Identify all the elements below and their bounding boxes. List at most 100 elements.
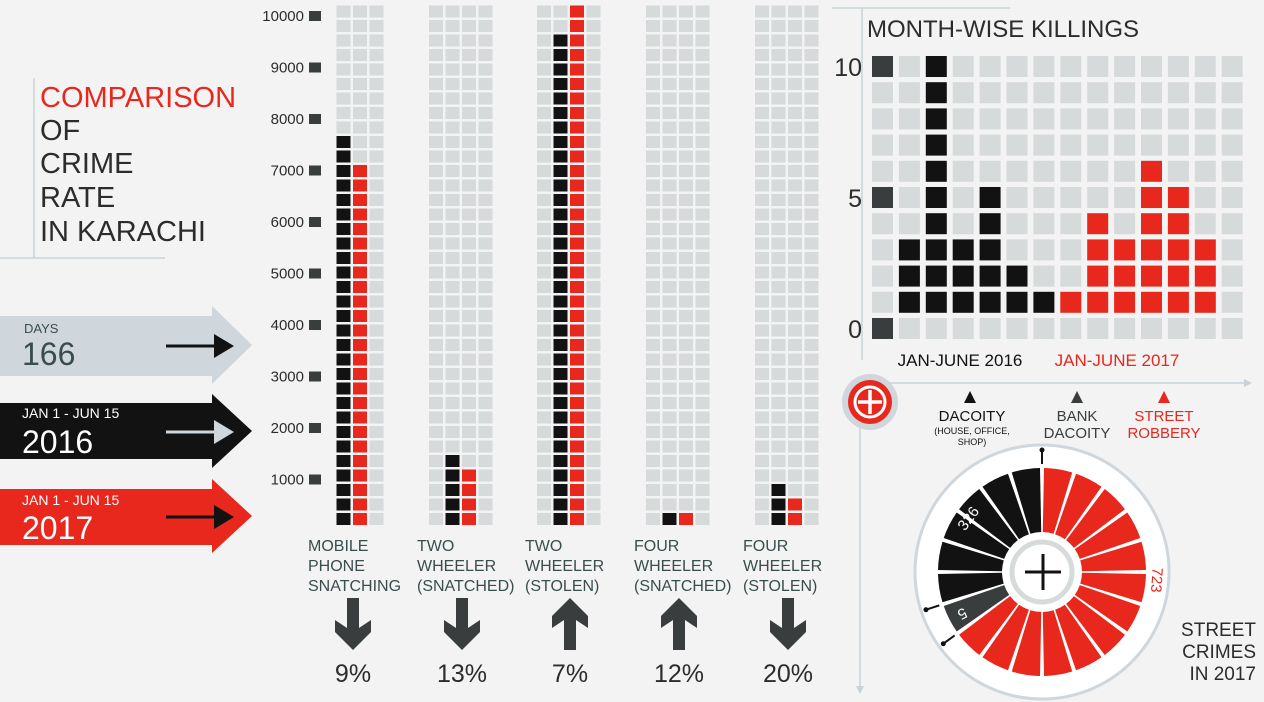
grid-cell xyxy=(755,440,769,453)
bar-cell-JAN-JUNE 2017 xyxy=(1141,291,1162,313)
grid-cell xyxy=(1033,239,1055,261)
legend-dacoity: DACOITY xyxy=(939,408,1006,425)
grid-cell xyxy=(755,368,769,380)
grid-cell xyxy=(537,469,551,482)
grid-cell xyxy=(1060,108,1082,130)
bar-cell-2016 xyxy=(553,78,568,90)
grid-cell xyxy=(679,411,693,424)
grid-cell xyxy=(788,368,802,380)
category-label: (SNATCHED) xyxy=(634,578,731,595)
bar-cell-JAN-JUNE 2017 xyxy=(1141,160,1162,182)
grid-cell xyxy=(1006,56,1028,77)
grid-cell xyxy=(537,49,551,61)
grid-cell xyxy=(369,63,384,76)
grid-cell xyxy=(755,266,769,279)
grid-cell xyxy=(788,426,802,438)
grid-cell xyxy=(586,368,601,380)
grid-cell xyxy=(336,121,351,134)
grid-cell xyxy=(1006,82,1028,104)
grid-cell xyxy=(462,92,476,105)
grid-cell xyxy=(369,368,384,380)
grid-cell xyxy=(478,440,493,453)
grid-cell xyxy=(771,252,786,264)
grid-cell xyxy=(1141,108,1162,130)
bar-cell-2017 xyxy=(353,469,367,482)
grid-cell xyxy=(537,281,551,293)
grid-cell xyxy=(1221,160,1243,182)
grid-cell xyxy=(771,78,786,90)
bar-cell-JAN-JUNE 2017 xyxy=(1194,265,1216,287)
grid-cell xyxy=(586,310,601,322)
grid-cell xyxy=(478,34,493,47)
grid-cell xyxy=(429,165,443,177)
bar-cell-2016 xyxy=(553,179,568,192)
legend-bank-1: BANK xyxy=(1057,408,1098,425)
grid-cell xyxy=(662,194,677,206)
grid-cell xyxy=(586,266,601,279)
grid-cell xyxy=(336,5,351,18)
grid-cell xyxy=(1221,291,1243,313)
change-percent: 13% xyxy=(437,660,487,688)
grid-cell xyxy=(872,291,893,313)
bar-cell-JAN-JUNE 2016 xyxy=(979,213,1001,235)
bar-cell-2016 xyxy=(336,440,351,453)
grid-cell xyxy=(586,136,601,148)
bar-cell-2017 xyxy=(788,498,802,511)
grid-cell xyxy=(462,63,476,76)
grid-cell xyxy=(429,34,443,47)
grid-cell xyxy=(429,121,443,134)
grid-cell xyxy=(679,281,693,293)
donut-segment-street-robbery xyxy=(1011,610,1042,676)
grid-cell xyxy=(429,440,443,453)
legend-street-2: ROBBERY xyxy=(1127,425,1200,442)
grid-cell xyxy=(445,92,460,105)
grid-cell xyxy=(429,5,443,18)
legend-dacoity-sub-2: SHOP) xyxy=(958,437,987,447)
bar-cell-2016 xyxy=(336,136,351,148)
grid-cell xyxy=(679,324,693,337)
bar-cell-2016 xyxy=(336,397,351,409)
grid-cell xyxy=(804,20,819,32)
grid-cell xyxy=(1194,187,1216,208)
grid-cell xyxy=(952,318,974,339)
grid-cell xyxy=(646,484,660,496)
grid-cell xyxy=(679,310,693,322)
grid-cell xyxy=(679,5,693,18)
grid-cell xyxy=(646,92,660,105)
grid-cell xyxy=(537,107,551,119)
grid-cell xyxy=(695,310,710,322)
bar-cell-2016 xyxy=(336,194,351,206)
grid-cell xyxy=(755,513,769,525)
grid-cell xyxy=(679,484,693,496)
grid-cell xyxy=(804,223,819,235)
arrow-up-icon xyxy=(552,598,588,650)
grid-cell xyxy=(771,368,786,380)
grid-cell xyxy=(755,136,769,148)
bar-cell-2017 xyxy=(353,353,367,366)
grid-cell xyxy=(586,237,601,250)
grid-cell xyxy=(662,121,677,134)
grid-cell xyxy=(445,5,460,18)
bar-cell-2017 xyxy=(353,194,367,206)
bar-cell-2017 xyxy=(570,179,584,192)
grid-cell xyxy=(679,150,693,163)
grid-cell xyxy=(537,5,551,18)
bar-cell-2016 xyxy=(336,252,351,264)
grid-cell xyxy=(662,92,677,105)
bar-cell-2016 xyxy=(336,411,351,424)
killings-chart: 0 5 10 JAN-JUNE 2016 JAN-JUNE 2017 xyxy=(834,54,1243,370)
bar-cell-JAN-JUNE 2017 xyxy=(1087,291,1109,313)
donut-segment-dacoity xyxy=(943,512,1010,559)
grid-cell xyxy=(478,397,493,409)
grid-cell xyxy=(369,469,384,482)
grid-cell xyxy=(646,34,660,47)
grid-cell xyxy=(478,107,493,119)
grid-cell xyxy=(336,63,351,76)
grid-cell xyxy=(979,56,1001,77)
period-2016-value: 2016 xyxy=(22,424,93,460)
grid-cell xyxy=(445,426,460,438)
donut-segment-dacoity xyxy=(938,572,1004,603)
grid-cell xyxy=(1194,213,1216,235)
grid-cell xyxy=(1087,134,1109,156)
grid-cell xyxy=(755,165,769,177)
